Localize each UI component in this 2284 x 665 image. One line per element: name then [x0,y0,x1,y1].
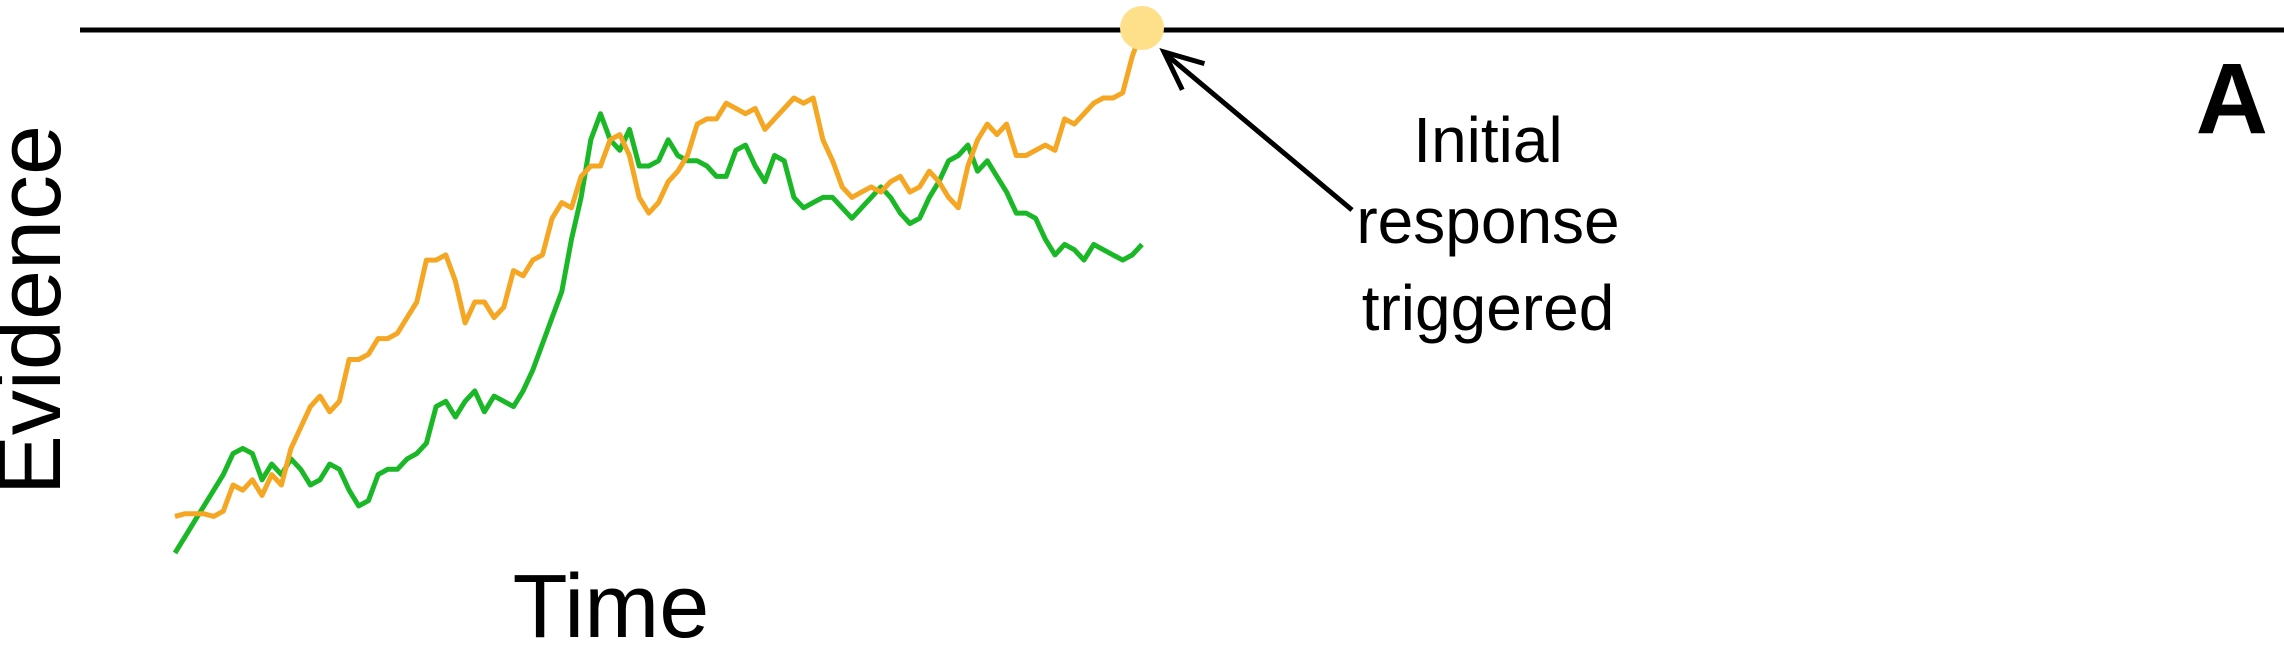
annotation-arrow [1159,48,1354,212]
series-line-green [172,111,1144,555]
annotation-line-1: Initial [1413,104,1562,176]
annotation-line-2: response [1356,185,1619,257]
annotation-arrow-shaft [1166,54,1354,212]
panel-label: A [2196,43,2268,155]
series-layer [172,29,1145,555]
series-line-orange [174,29,1145,519]
annotation-arrow-head [1159,48,1206,91]
x-axis-label: Time [513,557,710,657]
annotation-line-3: triggered [1362,272,1615,344]
trigger-point-marker [1120,6,1164,50]
y-axis-label: Evidence [0,125,80,495]
